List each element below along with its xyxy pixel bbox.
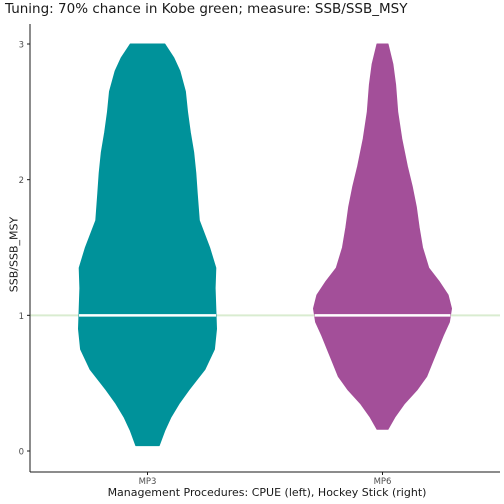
violin-MP6 [313, 43, 452, 430]
y-axis-title: SSB/SSB_MSY [7, 216, 21, 293]
y-tick-label: 1 [19, 312, 24, 322]
y-tick-label: 0 [19, 448, 24, 458]
violin-MP3 [78, 43, 217, 447]
x-tick-label-MP6: MP6 [374, 477, 392, 487]
y-tick-label: 3 [19, 41, 24, 51]
plot-area: 0 1 2 3 MP3 MP6 [19, 24, 500, 487]
chart-title: Tuning: 70% chance in Kobe green; measur… [5, 1, 408, 17]
y-tick-label: 2 [19, 176, 24, 186]
x-tick-label-MP3: MP3 [139, 477, 157, 487]
x-axis-title: Management Procedures: CPUE (left), Hock… [107, 486, 427, 499]
